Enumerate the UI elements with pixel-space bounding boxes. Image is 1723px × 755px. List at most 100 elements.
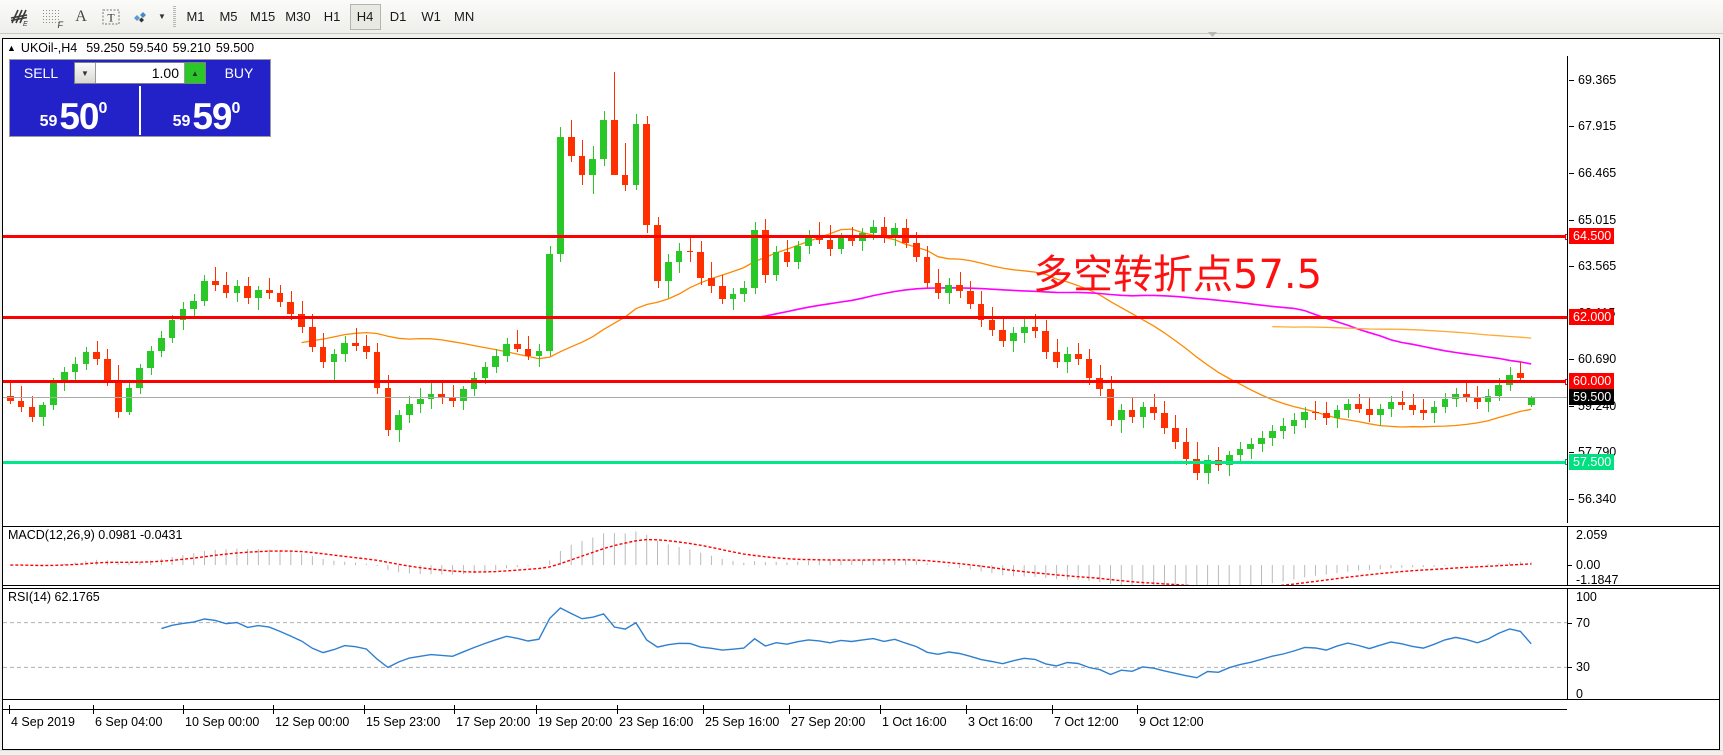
candle-body [1139,407,1147,417]
time-axis-label: 12 Sep 00:00 [275,715,350,729]
candle-body [1409,405,1416,411]
candle-wick [625,142,627,192]
rsi-pane[interactable]: RSI(14) 62.1765 100 70 30 0 [3,588,1719,701]
buy-button[interactable]: BUY [224,65,254,81]
candle-body [1366,408,1373,416]
candle-body [1506,374,1513,385]
timeframe-m15[interactable]: M15 [250,9,276,24]
timeframe-h4[interactable]: H4 [349,3,381,30]
quote-open: 59.250 [86,40,125,55]
candle-body [1484,395,1492,403]
candle-body [449,397,456,401]
time-axis[interactable]: 4 Sep 2019 6 Sep 04:00 10 Sep 00:00 12 Sep … [3,701,1719,749]
candle-body [1517,373,1524,379]
price-level-line[interactable] [3,315,1567,319]
timeframe-m30[interactable]: M30 [285,9,311,24]
text-object-icon[interactable]: T [96,3,126,31]
price-axis[interactable]: 64.500 62.000 60.000 57.500 69.365 67.915 66.4… [1567,56,1719,523]
candle-wick [21,386,23,412]
candle-body [880,226,888,238]
periodicity-icon[interactable]: F [36,3,66,31]
timeframe-d1[interactable]: D1 [389,9,407,24]
candle-wick [1520,361,1522,383]
time-axis-tickmark [1052,705,1053,714]
candle-body [664,262,672,282]
candle-body [1042,331,1050,353]
volume-increase-button[interactable]: ▲ [184,63,205,83]
candle-body [384,387,392,430]
candle-body [1430,407,1438,414]
price-level-badge: 60.000 [1569,373,1615,390]
price-level-line[interactable] [3,378,1567,385]
volume-input[interactable]: 1.00 [151,65,179,81]
sell-button[interactable]: SELL [23,65,59,81]
candle-body [222,284,230,293]
candle-body [1193,458,1201,474]
time-axis-label: 25 Sep 16:00 [705,715,780,729]
toolbar-divider [170,5,179,28]
time-axis-line [3,709,1567,710]
volume-stepper[interactable]: ▼ 1.00 ▲ [74,62,206,84]
candle-wick [452,384,454,408]
timeframe-w1[interactable]: W1 [421,9,441,24]
text-label-icon[interactable]: A [75,7,87,25]
level-drag-handle[interactable] [1565,378,1567,385]
candle-wick [538,344,540,367]
pane-resize-handle[interactable] [1208,32,1217,37]
candle-body [999,329,1006,342]
candle-body [373,352,381,388]
price-level-line[interactable] [3,233,1567,240]
candle-wick [1412,394,1414,416]
candle-body [1441,399,1449,408]
collapse-triangle-icon[interactable]: ▲ [7,42,16,53]
templates-icon[interactable] [126,3,156,31]
indicators-icon[interactable]: E [6,3,36,31]
price-level-line[interactable] [3,459,1567,466]
price-pane[interactable]: 多空转折点57.5 64.500 62.000 60.000 57.500 69.365… [3,56,1719,523]
time-axis-label: 6 Sep 04:00 [95,715,163,729]
rsi-axis: 100 70 30 0 [1567,589,1719,701]
candle-body [794,246,802,263]
volume-decrease-button[interactable]: ▼ [75,63,96,83]
candle-body [287,302,295,314]
candle-body [643,123,651,226]
price-plot-area[interactable]: 多空转折点57.5 [3,56,1567,523]
level-drag-handle[interactable] [1565,459,1567,466]
candle-body [362,345,370,353]
candle-wick [689,234,691,263]
macd-pane[interactable]: MACD(12,26,9) 0.0981 -0.0431 2.059 0.00 -1… [3,526,1719,587]
candle-body [611,120,618,176]
price-axis-tick: 67.915 [1568,119,1617,134]
candle-body [557,136,564,255]
buy-price[interactable]: 59 59 0 [143,86,270,135]
price-cells-divider [139,86,141,135]
price-level-badge: 57.500 [1569,453,1615,470]
macd-overlay-svg [10,531,1532,585]
templates-dropdown-caret[interactable]: ▼ [158,12,166,21]
timeframe-mn[interactable]: MN [453,9,475,24]
time-axis-tickmark [183,705,184,714]
candle-body [1398,402,1406,406]
rsi-plot-area[interactable] [3,589,1567,699]
timeframe-h1[interactable]: H1 [323,9,341,24]
time-axis-tickmark [364,705,365,714]
buy-price-fraction: 0 [231,100,241,117]
sell-price[interactable]: 59 50 0 [10,86,137,135]
candle-wick [528,336,530,361]
candle-body [729,294,737,300]
candle-body [71,363,79,372]
candle-body [772,252,780,275]
price-axis-tick: 69.365 [1568,72,1617,87]
macd-plot-area[interactable] [3,527,1567,585]
sell-price-fraction: 0 [98,100,108,117]
timeframe-m1[interactable]: M1 [186,9,205,24]
candle-body [211,281,219,285]
time-axis-tickmark [789,705,790,714]
price-axis-tick: 60.690 [1568,352,1617,367]
buy-price-main: 59 [192,95,232,137]
candle-body [1279,426,1287,432]
timeframe-m5[interactable]: M5 [219,9,238,24]
quote-low: 59.210 [172,40,211,55]
level-drag-handle[interactable] [1565,233,1567,240]
candle-body [341,342,349,354]
